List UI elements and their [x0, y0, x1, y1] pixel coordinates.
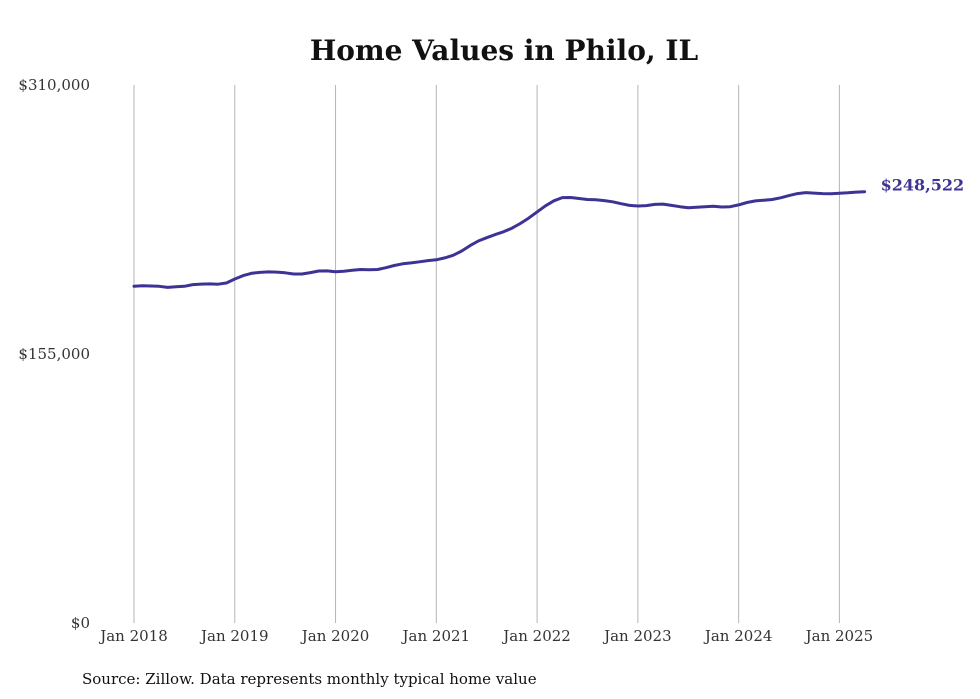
x-tick-label: Jan 2020	[300, 627, 370, 645]
end-value-label: $248,522	[881, 176, 965, 195]
x-tick-label: Jan 2022	[501, 627, 571, 645]
y-tick-label: $310,000	[18, 76, 90, 94]
series-layer	[132, 190, 867, 289]
x-tick-label: Jan 2025	[804, 627, 874, 645]
x-tick-label: Jan 2019	[199, 627, 269, 645]
series-line	[132, 190, 867, 289]
x-tick-label: Jan 2018	[98, 627, 168, 645]
chart-title: Home Values in Philo, IL	[310, 34, 699, 67]
y-tick-label: $155,000	[18, 345, 90, 363]
source-note: Source: Zillow. Data represents monthly …	[82, 670, 537, 688]
x-tick-label: Jan 2024	[703, 627, 773, 645]
x-tick-label: Jan 2023	[602, 627, 672, 645]
gridlines	[133, 85, 840, 623]
y-axis-ticks: $0 $155,000 $310,000	[18, 76, 90, 632]
y-tick-label: $0	[71, 614, 90, 632]
x-axis-ticks: Jan 2018 Jan 2019 Jan 2020 Jan 2021 Jan 2022…	[98, 627, 873, 645]
x-tick-label: Jan 2021	[401, 627, 471, 645]
